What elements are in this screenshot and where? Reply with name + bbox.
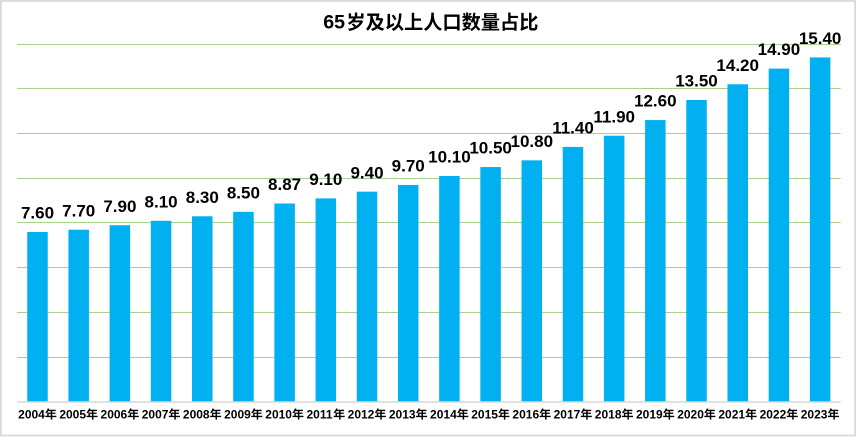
svg-text:2022: 2022 [760,408,787,422]
svg-text:2017: 2017 [554,408,581,422]
svg-text:15.40: 15.40 [799,29,842,48]
svg-text:11.90: 11.90 [593,107,635,126]
svg-text:2013: 2013 [389,408,416,422]
svg-text:2019: 2019 [636,408,663,422]
svg-text:2009: 2009 [224,408,251,422]
svg-text:2021: 2021 [718,408,745,422]
svg-text:2023: 2023 [801,408,828,422]
svg-text:7.90: 7.90 [103,197,136,216]
svg-text:2006: 2006 [101,408,128,422]
svg-text:2008: 2008 [183,408,210,422]
svg-text:8.30: 8.30 [186,188,219,207]
svg-text:9.10: 9.10 [309,170,342,189]
svg-text:9.40: 9.40 [350,163,383,182]
svg-text:2012: 2012 [348,408,375,422]
svg-text:7.60: 7.60 [21,204,54,223]
svg-text:14.20: 14.20 [716,56,759,75]
svg-text:2016: 2016 [512,408,539,422]
svg-text:7.70: 7.70 [62,201,95,220]
svg-text:8.10: 8.10 [145,192,178,211]
svg-text:2010: 2010 [265,408,292,422]
svg-text:2007: 2007 [142,408,169,422]
svg-text:8.50: 8.50 [227,183,260,202]
svg-text:10.50: 10.50 [469,139,512,158]
svg-text:2015: 2015 [471,408,498,422]
svg-text:65: 65 [323,12,345,34]
svg-text:2005: 2005 [59,408,86,422]
svg-text:2018: 2018 [595,408,622,422]
svg-text:9.70: 9.70 [392,157,425,176]
svg-text:2011: 2011 [306,408,332,422]
svg-text:2014: 2014 [430,408,457,422]
svg-text:14.90: 14.90 [758,40,801,59]
svg-text:11.40: 11.40 [552,119,594,138]
svg-text:8.87: 8.87 [268,175,301,194]
svg-text:2004: 2004 [18,408,45,422]
svg-text:12.60: 12.60 [634,92,677,111]
svg-text:13.50: 13.50 [675,72,718,91]
svg-text:10.10: 10.10 [428,148,471,167]
svg-text:2020: 2020 [677,408,704,422]
svg-text:10.80: 10.80 [511,132,554,151]
